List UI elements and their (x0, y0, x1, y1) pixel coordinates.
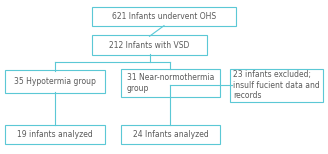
Text: 621 Infants undervent OHS: 621 Infants undervent OHS (112, 12, 216, 21)
FancyBboxPatch shape (230, 69, 323, 102)
FancyBboxPatch shape (5, 125, 105, 144)
FancyBboxPatch shape (121, 125, 220, 144)
Text: 19 infants analyzed: 19 infants analyzed (17, 130, 92, 139)
FancyBboxPatch shape (92, 7, 236, 26)
FancyBboxPatch shape (5, 70, 105, 93)
Text: 212 Infants with VSD: 212 Infants with VSD (109, 41, 190, 50)
FancyBboxPatch shape (121, 69, 220, 97)
FancyBboxPatch shape (92, 35, 207, 55)
Text: 24 Infants analyzed: 24 Infants analyzed (133, 130, 208, 139)
Text: 35 Hypotermia group: 35 Hypotermia group (14, 77, 96, 86)
Text: 23 infants excluded;
insulf fucient data and
records: 23 infants excluded; insulf fucient data… (233, 70, 320, 100)
Text: 31 Near-normothermia
group: 31 Near-normothermia group (127, 73, 214, 93)
